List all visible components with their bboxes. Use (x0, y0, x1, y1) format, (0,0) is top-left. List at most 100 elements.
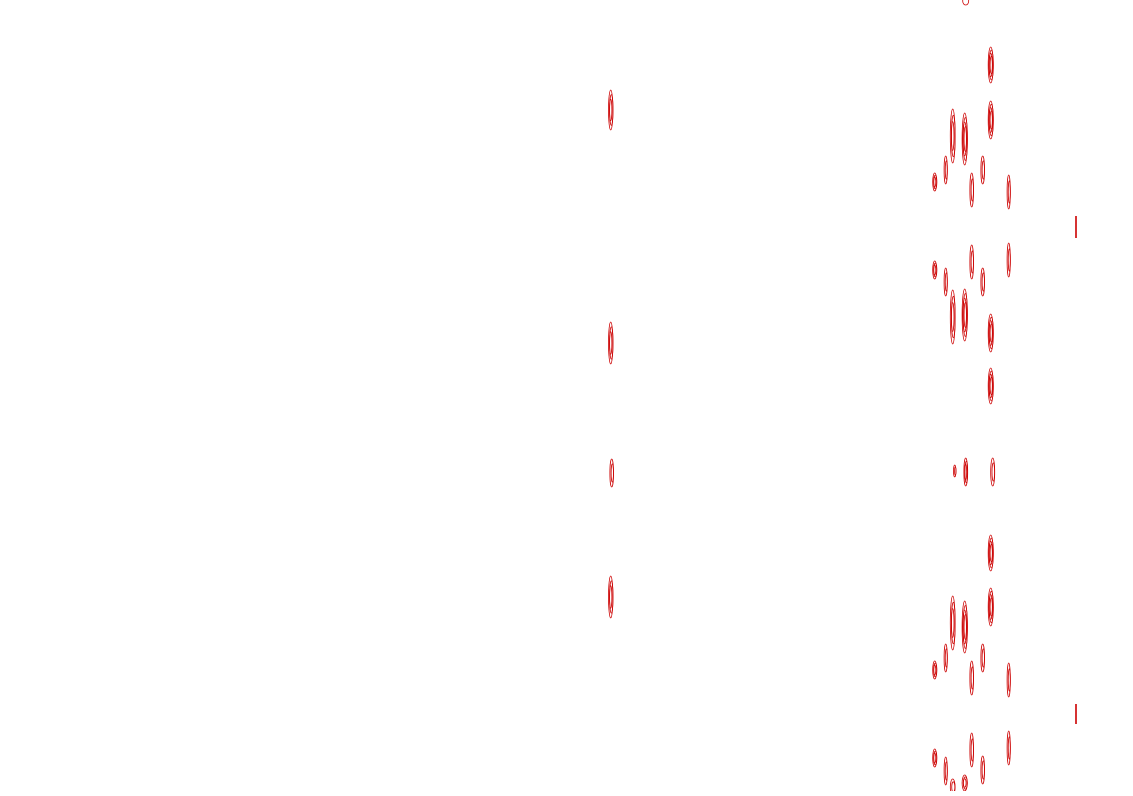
contour-ring (609, 98, 613, 122)
contour-ring (981, 272, 985, 292)
contour-blob (943, 267, 948, 297)
contour-blob (961, 600, 968, 654)
contour-blob (949, 778, 956, 796)
contour-blob (943, 756, 948, 786)
contour-blob (949, 108, 956, 164)
contour-blob (980, 267, 985, 297)
contour-ring (981, 648, 985, 668)
contour-ring (933, 176, 937, 188)
contour-ring (980, 755, 985, 785)
contour-ring (969, 660, 974, 696)
contour-blob (990, 457, 996, 487)
contour-ring (951, 295, 956, 339)
contour-blob (1006, 662, 1011, 698)
contour-ring (610, 463, 614, 483)
contour-blob (961, 288, 968, 342)
contour-ring (989, 56, 993, 74)
contour-ring (951, 608, 955, 638)
contour-ring (970, 250, 974, 274)
contour-ring (1006, 730, 1011, 766)
contour-ring (933, 752, 937, 764)
contour-ring (951, 781, 956, 793)
contour-ring (1007, 736, 1011, 760)
contour-ring (963, 614, 967, 640)
contour-blob (943, 643, 948, 673)
contour-ring (989, 544, 993, 562)
contour-ring (951, 114, 956, 158)
contour-ring (943, 756, 948, 786)
contour-ring (980, 643, 985, 673)
contour-blob (608, 321, 614, 365)
contour-ring (1006, 242, 1011, 278)
contour-blob (932, 172, 938, 192)
contour-ring (933, 664, 937, 676)
contour-ring (989, 597, 993, 617)
contour-ring (954, 466, 957, 476)
contour-ring (989, 110, 993, 130)
contour-ring (943, 643, 948, 673)
contour-blob (987, 313, 994, 353)
contour-blob (953, 464, 957, 478)
contour-blob (980, 643, 985, 673)
contour-blob (1006, 730, 1011, 766)
contour-ring (962, 778, 967, 788)
contour-ring (951, 302, 955, 332)
contour-ring (970, 738, 974, 762)
contour-ring (981, 760, 985, 780)
contour-ring (609, 94, 614, 126)
contour-ring (944, 761, 948, 781)
contour-ring (980, 267, 985, 297)
contour-ring (1007, 180, 1011, 204)
contour-ring (609, 585, 613, 609)
contour-blob (987, 534, 994, 572)
contour-ring (944, 272, 948, 292)
contour-ring (943, 155, 948, 185)
contour-blob (608, 89, 614, 131)
contour-ring (989, 377, 993, 395)
contour-ring (1006, 662, 1011, 698)
contour-ring (970, 178, 974, 202)
contour-blob (980, 155, 985, 185)
contour-ring (989, 323, 993, 343)
contour-ring (1007, 668, 1011, 692)
contour-blob (932, 660, 938, 680)
contour-blob (932, 260, 938, 280)
contour-ring (990, 457, 996, 487)
contour-blob (969, 244, 974, 280)
contour-blob (961, 774, 968, 792)
contour-blob (961, 112, 968, 166)
contour-blob (987, 587, 994, 627)
contour-blob (609, 458, 614, 488)
contour-blob (980, 755, 985, 785)
contour-blob (943, 155, 948, 185)
contour-ring (609, 326, 614, 360)
contour-ring (1006, 174, 1011, 210)
contour-ring (609, 580, 614, 614)
contour-blob (969, 660, 974, 696)
contour-ring (963, 302, 967, 328)
contour-ring (943, 267, 948, 297)
contour-blob (987, 367, 994, 405)
contour-ring (962, 0, 970, 6)
contour-ring (980, 155, 985, 185)
contour-ring (963, 126, 967, 152)
contour-ring (991, 462, 995, 482)
contour-ring (981, 160, 985, 180)
contour-ring (964, 464, 968, 480)
contour-ring (944, 648, 948, 668)
contour-blob (608, 575, 614, 619)
contour-blob (1006, 242, 1011, 278)
contour-blob (969, 732, 974, 768)
contour-blob (949, 595, 956, 651)
contour-blob (987, 46, 994, 84)
contour-ring (951, 601, 956, 645)
contour-blob (987, 100, 994, 140)
contour-ring (933, 264, 937, 276)
contour-ring (969, 244, 974, 280)
contour-ring (609, 458, 614, 488)
contour-blob (962, 0, 970, 6)
contour-ring (609, 331, 613, 355)
contour-blob (963, 457, 969, 487)
